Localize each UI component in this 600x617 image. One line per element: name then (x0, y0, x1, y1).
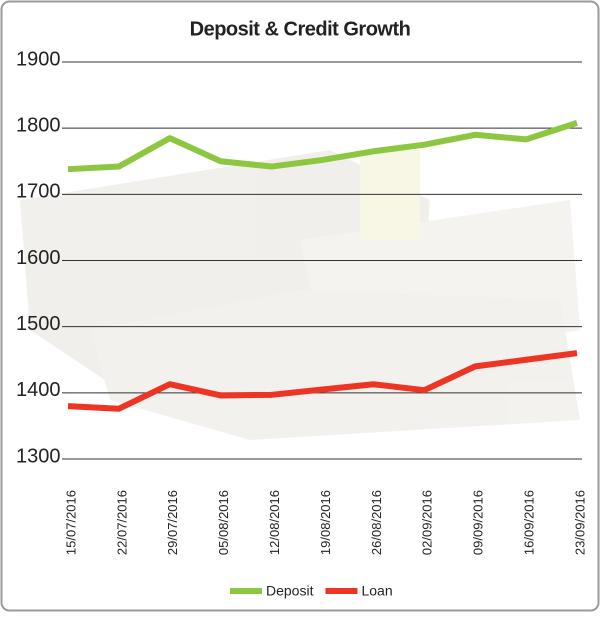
x-tick-label: 22/07/2016 (114, 490, 129, 555)
legend-label: Loan (361, 583, 392, 599)
y-tick-label: 1300 (16, 445, 61, 467)
x-tick-label: 19/08/2016 (318, 490, 333, 555)
data-line (67, 350, 578, 412)
y-tick-label: 1600 (16, 247, 61, 269)
x-tick-label: 15/07/2016 (63, 490, 78, 555)
y-tick-label: 1500 (16, 313, 61, 335)
legend-label: Deposit (266, 583, 314, 599)
x-tick-label: 29/07/2016 (165, 490, 180, 555)
y-tick-label: 1700 (16, 181, 61, 203)
x-tick-label: 26/08/2016 (369, 490, 384, 555)
x-tick-label: 02/09/2016 (420, 490, 435, 555)
data-line (67, 120, 578, 173)
x-tick-label: 16/09/2016 (522, 490, 537, 555)
chart-title: Deposit & Credit Growth (190, 18, 411, 40)
x-tick-label: 05/08/2016 (216, 490, 231, 555)
y-tick-label: 1400 (16, 379, 61, 401)
x-tick-label: 23/09/2016 (572, 490, 587, 555)
x-tick-label: 09/09/2016 (471, 490, 486, 555)
background-money (20, 150, 580, 440)
y-tick-label: 1800 (16, 114, 61, 136)
x-tick-label: 12/08/2016 (267, 490, 282, 555)
y-tick-label: 1900 (16, 48, 61, 70)
